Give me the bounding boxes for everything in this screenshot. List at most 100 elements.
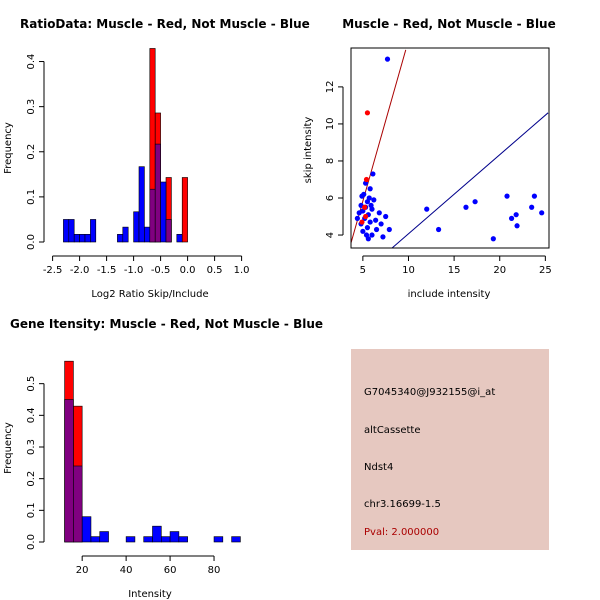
intensity-x-tick-label: 40 [120, 565, 133, 576]
scatter-point-not-muscle [373, 226, 380, 233]
scatter-point-not-muscle [380, 234, 386, 240]
scatter-points [354, 56, 545, 242]
scatter-point-not-muscle [463, 204, 469, 210]
intensity-bar-not-muscle [81, 516, 92, 543]
ratio-x-tick-label: 1.0 [234, 265, 250, 276]
scatter-point-muscle [363, 176, 370, 183]
scatter-point-not-muscle [373, 217, 379, 223]
ratio-bars [63, 48, 188, 243]
scatter-point-not-muscle [369, 206, 375, 212]
ratio-x-tick-label: -1.0 [124, 265, 144, 276]
intensity-bar-not-muscle [99, 531, 109, 543]
intensity-x-tick-label: 20 [76, 565, 89, 576]
ratio-bar-not-muscle [176, 234, 183, 243]
ratio-bar-muscle [181, 177, 188, 243]
scatter-x-tick-label: 20 [493, 265, 506, 276]
scatter-xlabel: include intensity [408, 289, 491, 300]
scatter-point-not-muscle [424, 206, 430, 212]
scatter-y-tick-label: 12 [325, 81, 336, 94]
scatter-point-not-muscle [384, 56, 391, 62]
scatter-point-muscle [359, 219, 365, 225]
ratio-bar-not-muscle [63, 219, 70, 243]
scatter-point-not-muscle [490, 236, 496, 242]
ratio-x-tick-label: -2.0 [70, 265, 90, 276]
intensity-bar-not-muscle [64, 399, 74, 543]
scatter-point-not-muscle [504, 193, 510, 199]
scatter-x-tick-label: 5 [360, 265, 366, 276]
ratio-x-tick-label: 0.0 [180, 265, 196, 276]
ratio-ylabel: Frequency [3, 122, 14, 174]
intensity-y-tick-label: 0.5 [26, 376, 37, 392]
scatter-point-not-muscle [364, 225, 371, 231]
event-type: altCassette [364, 425, 421, 436]
scatter-point-not-muscle [359, 193, 365, 199]
ratio-bar-not-muscle [68, 219, 75, 243]
ratio-bar-not-muscle [73, 234, 80, 243]
scatter-lines [351, 49, 549, 248]
scatter-point-not-muscle [364, 199, 371, 205]
scatter-point-not-muscle [508, 215, 515, 221]
ratio-y-tick-label: 0.3 [26, 99, 37, 115]
ratio-xlabel: Log2 Ratio Skip/Include [91, 289, 208, 300]
scatter-point-not-muscle [370, 171, 376, 177]
intensity-bar-not-muscle [152, 525, 162, 543]
scatter-y-tick-label: 8 [325, 158, 336, 164]
intensity-x-tick-label: 60 [164, 565, 177, 576]
intensity-bar-not-muscle [90, 536, 101, 543]
scatter-blue-line [391, 112, 549, 248]
intensity-bars [64, 360, 241, 543]
ratio-x-tick-label: 0.5 [207, 265, 223, 276]
ratio-bar-not-muscle [84, 234, 91, 243]
intensity-bar-not-muscle [169, 531, 180, 543]
scatter-point-not-muscle [369, 232, 375, 238]
ratio-bar-not-muscle [79, 234, 86, 243]
intensity-y-tick-label: 0.2 [26, 471, 37, 487]
ratio-bar-not-muscle [122, 226, 129, 243]
scatter-point-muscle [364, 110, 371, 116]
intensity-x-tick-label: 80 [208, 565, 221, 576]
intensity-title: Gene Itensity: Muscle - Red, Not Muscle … [10, 317, 323, 331]
scatter-point-not-muscle [529, 204, 535, 210]
ratio-y-tick-label: 0.2 [26, 144, 37, 160]
ratio-bar-not-muscle [149, 188, 156, 243]
intensity-bar-not-muscle [178, 536, 188, 543]
ratio-bar-not-muscle [117, 234, 124, 243]
intensity-y-tick-label: 0.4 [26, 407, 37, 423]
pval-text: Pval: 2.000000 [364, 527, 440, 538]
intensity-bar-not-muscle [125, 536, 136, 543]
scatter-point-not-muscle [386, 226, 392, 233]
ratio-x-tick-label: -2.5 [43, 265, 63, 276]
scatter-y-tick-label: 6 [325, 195, 336, 201]
scatter-point-not-muscle [435, 226, 442, 233]
ratio-x-tick-label: -1.5 [97, 265, 117, 276]
ratio-histogram: RatioData: Muscle - Red, Not Muscle - Bl… [3, 17, 310, 300]
intensity-histogram: Gene Itensity: Muscle - Red, Not Muscle … [3, 317, 323, 600]
intensity-y-tick-label: 0.1 [26, 502, 37, 518]
probe-id: G7045340@J932155@i_at [364, 387, 496, 398]
intensity-bar-not-muscle [160, 536, 171, 543]
scatter-point-not-muscle [378, 221, 384, 227]
ratio-x-tick-label: -0.5 [151, 265, 171, 276]
scatter-point-not-muscle [360, 228, 366, 234]
ratio-title: RatioData: Muscle - Red, Not Muscle - Bl… [20, 17, 310, 31]
genomic-location: chr3.16699-1.5 [364, 499, 441, 510]
scatter-point-not-muscle [513, 212, 519, 218]
scatter-ylabel: skip intensity [303, 117, 314, 184]
scatter-point-not-muscle [371, 197, 377, 203]
scatter-point-muscle [362, 204, 368, 210]
scatter-point-not-muscle [383, 213, 389, 220]
scatter-point-muscle [362, 213, 369, 220]
intensity-y-tick-label: 0.0 [26, 534, 37, 550]
ratio-bar-not-muscle [144, 226, 151, 243]
intensity-bar-not-muscle [213, 536, 224, 543]
ratio-bar-not-muscle [138, 166, 145, 243]
ratio-bar-not-muscle [165, 219, 172, 243]
scatter-point-not-muscle [472, 199, 478, 205]
intensity-y-tick-label: 0.3 [26, 439, 37, 455]
ratio-bar-not-muscle [160, 181, 167, 243]
scatter-x-tick-label: 25 [539, 265, 552, 276]
scatter-point-not-muscle [354, 215, 360, 221]
scatter-title: Muscle - Red, Not Muscle - Blue [342, 17, 556, 31]
intensity-bar-not-muscle [143, 536, 153, 543]
